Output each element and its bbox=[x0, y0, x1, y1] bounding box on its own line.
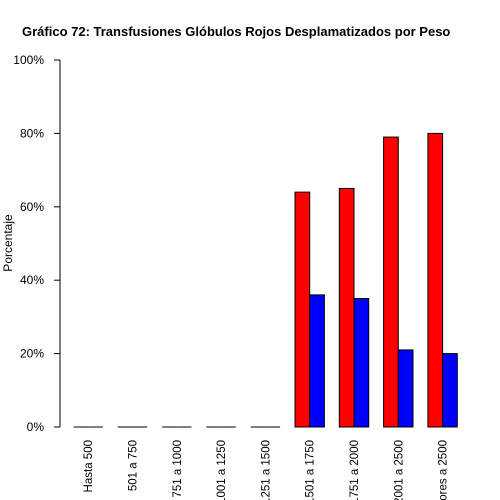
bar bbox=[397, 349, 414, 428]
y-tick-label: 20% bbox=[20, 347, 44, 361]
x-tick-label: Hasta 500 bbox=[83, 440, 95, 492]
chart-title: Gráfico 72: Transfusiones Glóbulos Rojos… bbox=[22, 24, 450, 39]
y-tick-label: 0% bbox=[27, 420, 45, 434]
x-tick-label: 1001 a 1250 bbox=[216, 440, 228, 500]
bar bbox=[309, 294, 325, 428]
y-axis-ticks: 0% 20% 40% 60% 80% 100% bbox=[13, 53, 60, 434]
x-tick-label: Mayores a 2500 bbox=[438, 440, 450, 500]
x-tick-label: 501 a 750 bbox=[128, 440, 140, 491]
x-tick-label: 2001 a 2500 bbox=[393, 440, 405, 500]
bar bbox=[338, 187, 355, 428]
bar bbox=[294, 191, 311, 428]
bars bbox=[73, 132, 458, 428]
bar bbox=[442, 353, 458, 428]
y-tick-label: 100% bbox=[13, 53, 44, 67]
bar bbox=[353, 298, 370, 428]
x-tick-label: 751 a 1000 bbox=[172, 440, 184, 498]
bar bbox=[383, 136, 399, 428]
x-tick-label: 1751 a 2000 bbox=[349, 440, 361, 500]
bar bbox=[427, 132, 444, 428]
y-axis-label: Porcentaje bbox=[1, 214, 15, 272]
y-tick-label: 80% bbox=[20, 126, 44, 140]
y-tick-label: 60% bbox=[20, 200, 44, 214]
x-tick-label: 1501 a 1750 bbox=[305, 440, 317, 500]
x-tick-label: 1251 a 1500 bbox=[260, 440, 272, 500]
y-tick-label: 40% bbox=[20, 273, 44, 287]
x-axis-tick-labels: Hasta 500 501 a 750 751 a 1000 1001 a 1250 1… bbox=[83, 440, 449, 500]
